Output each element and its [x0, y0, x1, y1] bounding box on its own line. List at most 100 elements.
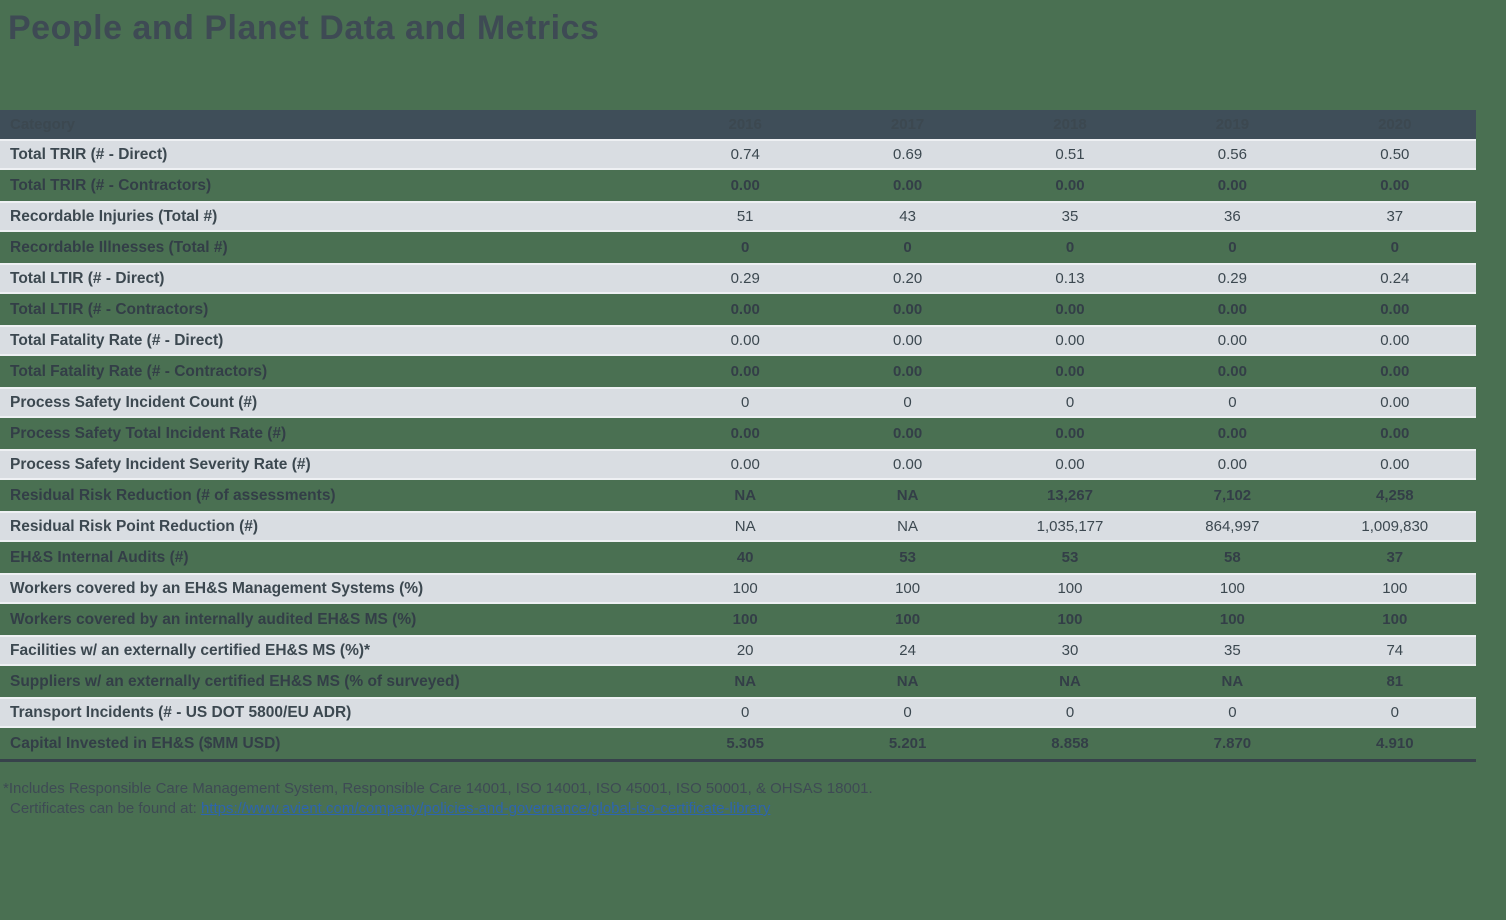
metrics-table: Category 2016 2017 2018 2019 2020 Total …	[0, 110, 1476, 762]
cell-value: 0.00	[730, 332, 760, 349]
table-row: Capital Invested in EH&S ($MM USD) 5.305 5…	[0, 728, 1476, 759]
cell-value: 0	[1390, 239, 1399, 256]
column-header-2018: 2018	[1053, 116, 1087, 133]
cell-value: 0.56	[1217, 146, 1247, 163]
cell-value: 0.00	[1380, 332, 1410, 349]
cell-value: 37	[1386, 549, 1404, 566]
row-label: Suppliers w/ an externally certified EH&…	[10, 672, 460, 690]
row-label: Residual Risk Reduction (# of assessment…	[10, 486, 336, 504]
cell-value: 5.305	[726, 735, 764, 752]
row-label: EH&S Internal Audits (#)	[10, 548, 189, 566]
table-row: Recordable Illnesses (Total #) 0 0 0 0 0	[0, 232, 1476, 263]
cell-value: 0.00	[1380, 363, 1410, 380]
cell-value: 1,009,830	[1361, 518, 1429, 535]
cell-value: 0.00	[1217, 301, 1247, 318]
row-label: Recordable Injuries (Total #)	[10, 207, 218, 225]
cell-value: 7,102	[1213, 487, 1252, 504]
cell-value: 30	[1061, 642, 1079, 659]
row-label: Total TRIR (# - Contractors)	[10, 176, 212, 194]
row-label: Total LTIR (# - Direct)	[10, 269, 165, 287]
cell-value: 100	[1382, 611, 1408, 628]
cell-value: 0	[903, 704, 912, 721]
cell-value: NA	[896, 673, 919, 690]
table-row: Suppliers w/ an externally certified EH&…	[0, 666, 1476, 697]
cell-value: 0	[903, 394, 912, 411]
cell-value: 51	[736, 208, 754, 225]
cell-value: 53	[1061, 549, 1079, 566]
table-row: Total Fatality Rate (# - Direct) 0.00 0.00…	[0, 325, 1476, 356]
cell-value: 58	[1224, 549, 1241, 566]
cell-value: 100	[1057, 611, 1083, 628]
cell-value: 8.858	[1051, 735, 1089, 752]
cell-value: 35	[1224, 642, 1241, 659]
table-row: Process Safety Total Incident Rate (#) 0.…	[0, 418, 1476, 449]
cell-value: 0.00	[1217, 425, 1247, 442]
cell-value: 35	[1061, 208, 1079, 225]
cell-value: 100	[1057, 580, 1083, 597]
cell-value: 4,258	[1376, 487, 1414, 504]
table-row: Process Safety Incident Severity Rate (#…	[0, 449, 1476, 480]
table-row: Process Safety Incident Count (#) 0 0 0 0 0.0…	[0, 387, 1476, 418]
cell-value: 36	[1224, 208, 1241, 225]
cell-value: 0.69	[892, 146, 923, 163]
cell-value: 100	[895, 580, 921, 597]
cell-value: 20	[736, 642, 754, 659]
cell-value: NA	[897, 518, 919, 535]
table-row: Total TRIR (# - Direct) 0.74 0.69 0.51 0.56 0…	[0, 139, 1476, 170]
cell-value: 0.29	[730, 270, 760, 287]
row-label: Residual Risk Point Reduction (#)	[10, 517, 259, 535]
cell-value: 0	[741, 394, 750, 411]
column-header-2019: 2019	[1215, 116, 1250, 133]
cell-value: 0.50	[1380, 146, 1410, 163]
cell-value: 13,267	[1047, 487, 1093, 504]
cell-value: 864,997	[1205, 518, 1260, 535]
cell-value: 0	[1065, 704, 1075, 721]
cell-value: 0	[741, 239, 750, 256]
table-row: Total LTIR (# - Direct) 0.29 0.20 0.13 0.29 0…	[0, 263, 1476, 294]
row-label: Total Fatality Rate (# - Contractors)	[10, 362, 268, 380]
cell-value: 0.00	[730, 363, 760, 380]
cell-value: 0	[1065, 394, 1075, 411]
cell-value: 1,035,177	[1036, 518, 1104, 535]
row-label: Total Fatality Rate (# - Direct)	[10, 331, 224, 349]
cell-value: 0.00	[1055, 363, 1085, 380]
table-row: Total Fatality Rate (# - Contractors) 0.0…	[0, 356, 1476, 387]
table-row: EH&S Internal Audits (#) 40 53 53 58 37	[0, 542, 1476, 573]
table-row: Workers covered by an internally audited…	[0, 604, 1476, 635]
row-label: Workers covered by an EH&S Management Sy…	[10, 579, 424, 597]
certificate-library-link[interactable]: https://www.avient.com/company/policies-…	[200, 800, 771, 817]
row-label: Total LTIR (# - Contractors)	[10, 300, 209, 318]
cell-value: 0.00	[1380, 425, 1410, 442]
cell-value: 0.00	[1055, 177, 1085, 194]
cell-value: 81	[1386, 673, 1404, 690]
cell-value: 0.00	[730, 301, 760, 318]
row-label: Transport Incidents (# - US DOT 5800/EU …	[10, 703, 352, 721]
cell-value: 100	[1382, 580, 1408, 597]
table-header-row: Category 2016 2017 2018 2019 2020	[0, 110, 1476, 139]
cell-value: NA	[734, 673, 757, 690]
cell-value: NA	[1059, 673, 1081, 690]
cell-value: 4.910	[1376, 735, 1414, 752]
cell-value: 0	[903, 239, 912, 256]
footnote-line2: Certificates can be found at: https://ww…	[3, 799, 1506, 819]
cell-value: 100	[732, 580, 758, 597]
footnote-line1: *Includes Responsible Care Management Sy…	[3, 780, 873, 797]
column-header-category: Category	[10, 116, 76, 133]
cell-value: 0.29	[1217, 270, 1247, 287]
cell-value: 0	[1228, 239, 1237, 256]
cell-value: 40	[736, 549, 754, 566]
cell-value: 0.00	[1380, 456, 1410, 473]
cell-value: 0.00	[892, 177, 923, 194]
cell-value: 0.13	[1055, 270, 1085, 287]
row-label: Process Safety Incident Count (#)	[10, 393, 258, 411]
cell-value: NA	[734, 487, 757, 504]
cell-value: 0.00	[1217, 177, 1247, 194]
row-label: Process Safety Incident Severity Rate (#…	[10, 455, 311, 473]
cell-value: 0.24	[1380, 270, 1410, 287]
cell-value: 0.00	[1217, 363, 1247, 380]
table-row: Transport Incidents (# - US DOT 5800/EU …	[0, 697, 1476, 728]
cell-value: 0.00	[730, 177, 760, 194]
cell-value: 5.201	[888, 735, 927, 752]
page-title: People and Planet Data and Metrics	[8, 9, 600, 47]
